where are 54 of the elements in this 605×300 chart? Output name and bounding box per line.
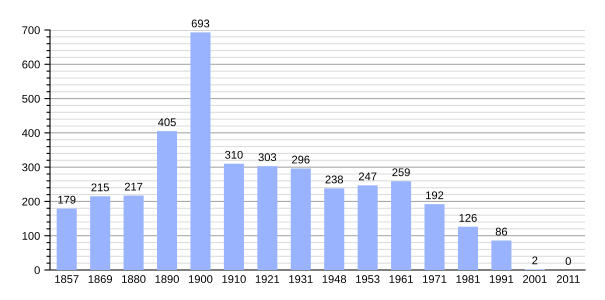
y-tick-label: 0 [34, 266, 40, 274]
bar [124, 196, 144, 270]
data-label: 693 [192, 20, 210, 28]
bar [358, 185, 378, 270]
bar [391, 181, 412, 270]
data-label: 0 [566, 257, 571, 266]
data-label: 192 [426, 191, 444, 200]
bar [324, 188, 344, 270]
x-tick-label: 1900 [188, 275, 212, 284]
x-tick-label: 1890 [156, 275, 179, 284]
bar [290, 168, 311, 270]
y-tick-label: 300 [22, 163, 40, 172]
bar [56, 208, 77, 270]
x-tick-label: 1869 [88, 275, 112, 284]
x-tick-label: 1981 [456, 275, 480, 284]
x-tick-label: 2001 [523, 275, 547, 284]
y-tick-label: 100 [22, 232, 40, 240]
data-label: 405 [158, 118, 176, 126]
bar [491, 240, 512, 270]
data-label: 296 [292, 156, 310, 164]
data-label: 310 [225, 150, 243, 159]
data-label: 217 [124, 182, 142, 191]
data-label: 215 [91, 183, 109, 192]
y-tick-label: 600 [22, 60, 40, 68]
bar [190, 32, 210, 270]
x-tick-label: 1921 [256, 275, 280, 284]
data-label: 2 [532, 256, 538, 264]
data-label: 247 [358, 172, 376, 180]
data-label: 259 [392, 168, 410, 176]
x-tick-label: 1857 [55, 275, 79, 284]
x-tick-label: 1880 [122, 275, 146, 284]
y-tick-label: 400 [22, 129, 40, 137]
bar [458, 226, 478, 270]
bar [224, 164, 244, 270]
data-label: 238 [326, 176, 344, 184]
x-tick-label: 1931 [289, 275, 313, 284]
x-tick-label: 2011 [556, 275, 580, 284]
x-tick-label: 1948 [322, 275, 346, 284]
bar [90, 196, 110, 270]
x-tick-label: 1953 [356, 275, 380, 284]
bar [257, 166, 278, 270]
bar [424, 204, 445, 270]
x-tick-label: 1910 [222, 275, 246, 284]
data-label: 303 [258, 153, 276, 162]
y-tick-label: 200 [22, 198, 40, 206]
y-tick-label: 500 [22, 94, 40, 103]
bar [157, 131, 178, 270]
data-label: 86 [496, 228, 508, 236]
y-tick-label: 700 [22, 26, 40, 34]
x-tick-label: 1961 [390, 275, 413, 284]
x-tick-label: 1991 [490, 275, 514, 284]
x-tick-label: 1971 [423, 275, 446, 284]
data-label: 126 [460, 214, 477, 222]
data-label: 179 [58, 196, 76, 204]
